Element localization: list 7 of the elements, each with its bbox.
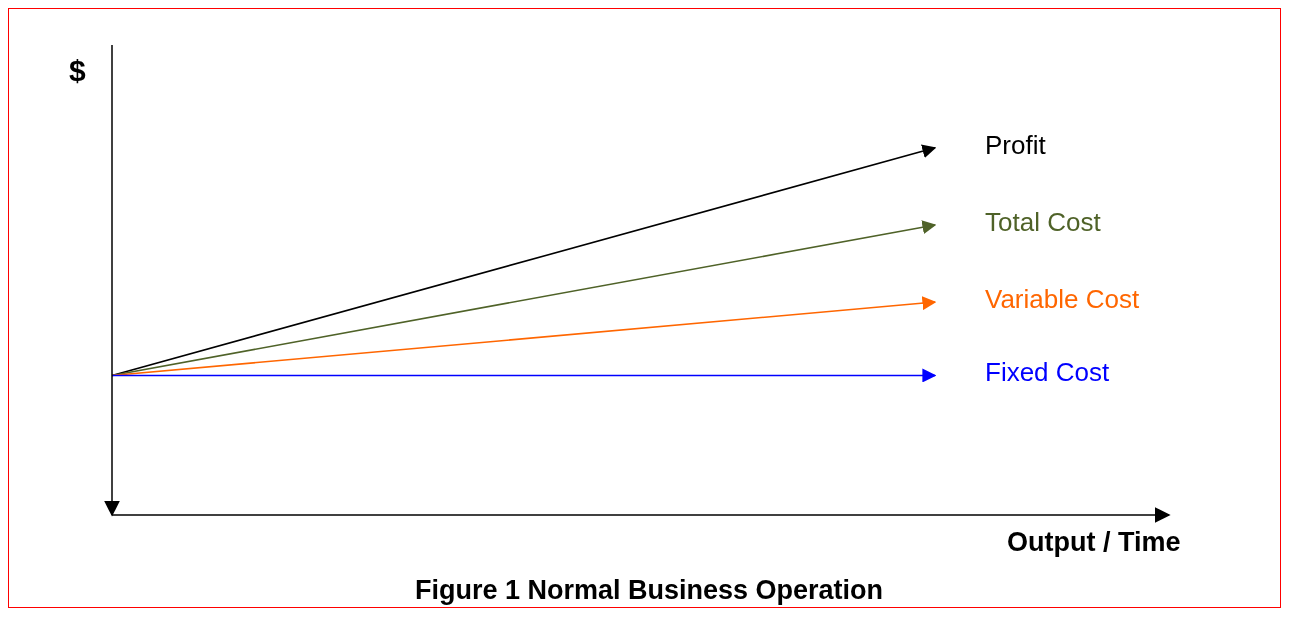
series-label: Fixed Cost <box>985 357 1111 388</box>
text: Figure 1 Normal Business Operation <box>413 575 885 606</box>
y-axis-title: $ <box>69 54 86 88</box>
x-axis-title: Output / Time <box>1007 527 1181 558</box>
series-label: Variable Cost <box>985 284 1140 315</box>
series-label: Profit <box>985 129 1047 160</box>
series-label: Total Cost <box>985 206 1102 237</box>
